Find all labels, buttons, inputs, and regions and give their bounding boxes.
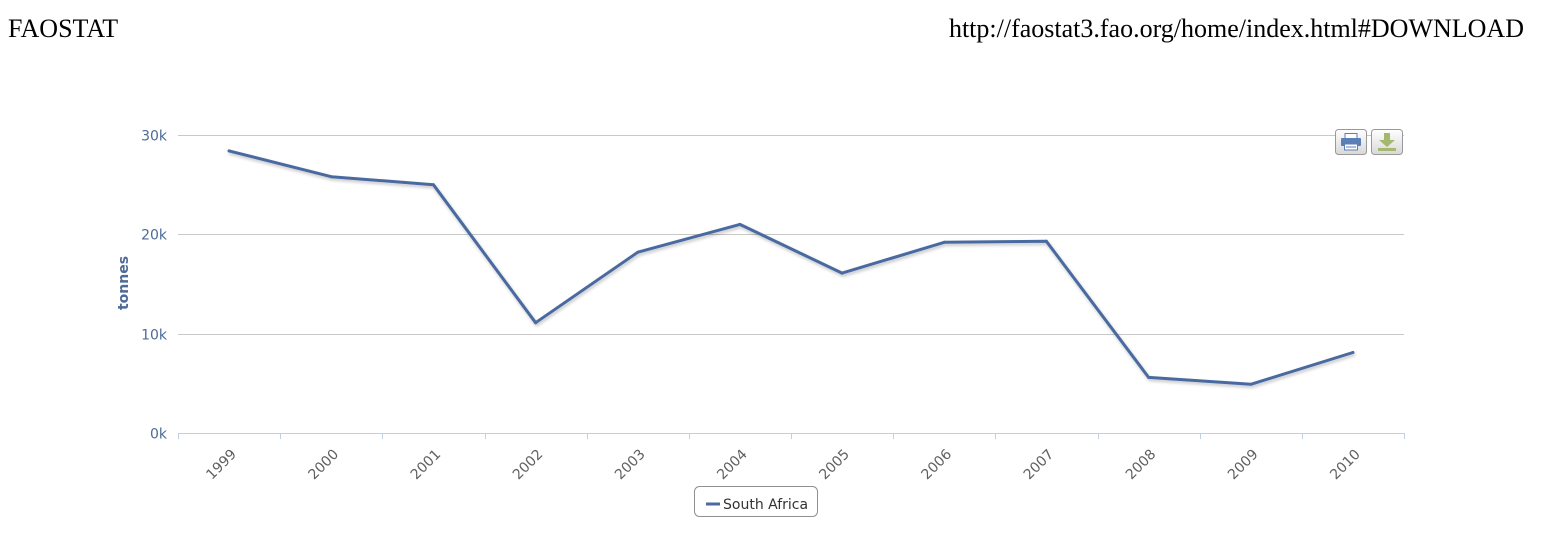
data-point[interactable] — [942, 240, 946, 244]
download-icon — [1378, 133, 1396, 151]
data-point[interactable] — [1147, 375, 1151, 379]
series-group — [227, 149, 1355, 386]
download-button[interactable] — [1371, 129, 1403, 155]
legend-item-label: South Africa — [723, 497, 808, 513]
data-point[interactable] — [1044, 239, 1048, 243]
y-axis-label: tonnes — [116, 256, 132, 310]
data-point[interactable] — [840, 271, 844, 275]
x-tick-label: 2006 — [919, 446, 956, 483]
x-tick-label: 2002 — [510, 447, 547, 484]
data-point[interactable] — [1351, 351, 1355, 354]
y-tick-label: 0k — [150, 427, 168, 443]
source-label: FAOSTAT — [8, 14, 119, 43]
x-tick-label: 2003 — [612, 447, 649, 484]
data-point[interactable] — [329, 175, 333, 179]
data-point[interactable] — [738, 222, 742, 226]
y-tick-label: 30k — [141, 129, 168, 145]
data-point[interactable] — [636, 250, 640, 254]
y-tick-label: 10k — [141, 328, 168, 344]
y-axis: 0k 10k 20k 30k — [141, 129, 168, 443]
data-point[interactable] — [227, 149, 231, 153]
x-tick-label: 2010 — [1327, 447, 1364, 484]
x-tick-label: 2005 — [816, 447, 853, 484]
gridlines — [178, 135, 1404, 335]
x-tick-label: 2009 — [1225, 447, 1262, 484]
x-tick-label: 2004 — [714, 446, 751, 483]
x-tick-label: 2008 — [1123, 447, 1160, 484]
printer-icon — [1341, 133, 1361, 151]
y-tick-label: 20k — [141, 228, 168, 244]
x-tick-label: 2001 — [408, 447, 445, 484]
data-point[interactable] — [534, 321, 538, 325]
x-axis: 1999 2000 2001 2002 2003 2004 2005 2006 2007 2008… — [178, 433, 1405, 483]
data-point[interactable] — [431, 183, 435, 187]
data-point[interactable] — [1249, 382, 1253, 386]
print-button[interactable] — [1335, 129, 1367, 155]
x-tick-label: 2007 — [1021, 447, 1058, 484]
source-url: http://faostat3.fao.org/home/index.html#… — [948, 14, 1524, 43]
x-tick-label: 2000 — [306, 447, 343, 484]
x-tick-label: 1999 — [203, 447, 240, 484]
legend[interactable]: South Africa — [694, 486, 818, 517]
series-line[interactable] — [227, 149, 1355, 386]
